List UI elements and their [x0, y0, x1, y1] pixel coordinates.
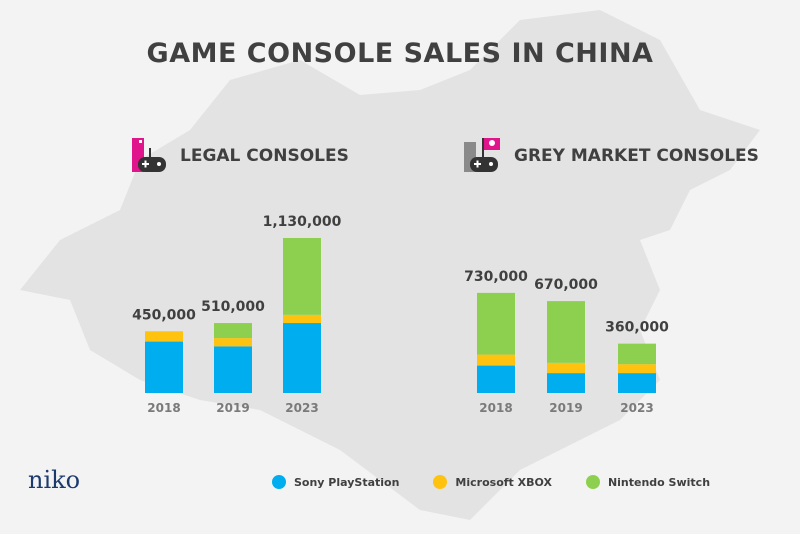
legend-item-xbox: Microsoft XBOX	[433, 475, 552, 489]
sony-swatch	[272, 475, 286, 489]
total-label: 730,000	[464, 269, 528, 285]
total-label: 450,000	[132, 307, 196, 323]
legal-consoles-header: LEGAL CONSOLES	[130, 136, 349, 176]
total-label: 510,000	[201, 299, 265, 315]
legend-label: Sony PlayStation	[294, 475, 400, 489]
bar-segment-nintendo-switch	[214, 323, 252, 339]
bar-segment-sony-playstation	[477, 365, 515, 393]
bar-segment-microsoft-xbox	[477, 354, 515, 366]
bar-segment-nintendo-switch	[477, 292, 515, 355]
total-label: 360,000	[605, 320, 669, 336]
grey-market-title: GREY MARKET CONSOLES	[514, 146, 759, 166]
legal-consoles-title: LEGAL CONSOLES	[180, 146, 349, 166]
category-label: 2019	[216, 401, 249, 415]
legend-label: Nintendo Switch	[607, 475, 711, 489]
xbox-swatch	[433, 475, 448, 489]
category-label: 2023	[620, 401, 653, 415]
category-label: 2018	[479, 401, 512, 415]
grey-market-header: GREY MARKET CONSOLES	[462, 136, 759, 176]
bar-segment-sony-playstation	[547, 373, 585, 393]
total-label: 1,130,000	[263, 214, 342, 230]
legend-label: Microsoft XBOX	[455, 475, 552, 489]
bar-segment-microsoft-xbox	[618, 364, 656, 374]
bar-segment-microsoft-xbox	[214, 338, 252, 347]
legend-item-nintendo: Nintendo Switch	[585, 475, 711, 489]
bar-segment-nintendo-switch	[547, 301, 585, 363]
bar-segment-nintendo-switch	[283, 238, 321, 315]
total-label: 670,000	[534, 277, 598, 293]
bar-segment-sony-playstation	[145, 341, 183, 393]
category-label: 2018	[147, 401, 180, 415]
bar-segment-microsoft-xbox	[145, 331, 183, 342]
legend: Sony PlayStation Microsoft XBOX Nintendo…	[272, 475, 710, 489]
bar-segment-microsoft-xbox	[547, 362, 585, 374]
nintendo-swatch	[585, 475, 600, 489]
page-title: GAME CONSOLE SALES IN CHINA	[146, 38, 654, 69]
niko-logo: niko	[28, 466, 81, 494]
grey-market-console-icon	[464, 138, 500, 172]
bar-segment-sony-playstation	[283, 323, 321, 393]
bar-segment-microsoft-xbox	[283, 314, 321, 324]
bar-segment-nintendo-switch	[618, 343, 656, 365]
bar-segment-sony-playstation	[618, 373, 656, 393]
category-label: 2019	[549, 401, 582, 415]
category-label: 2023	[285, 401, 318, 415]
legend-item-sony: Sony PlayStation	[272, 475, 399, 489]
bar-segment-sony-playstation	[214, 346, 252, 393]
legal-console-icon	[132, 138, 166, 172]
